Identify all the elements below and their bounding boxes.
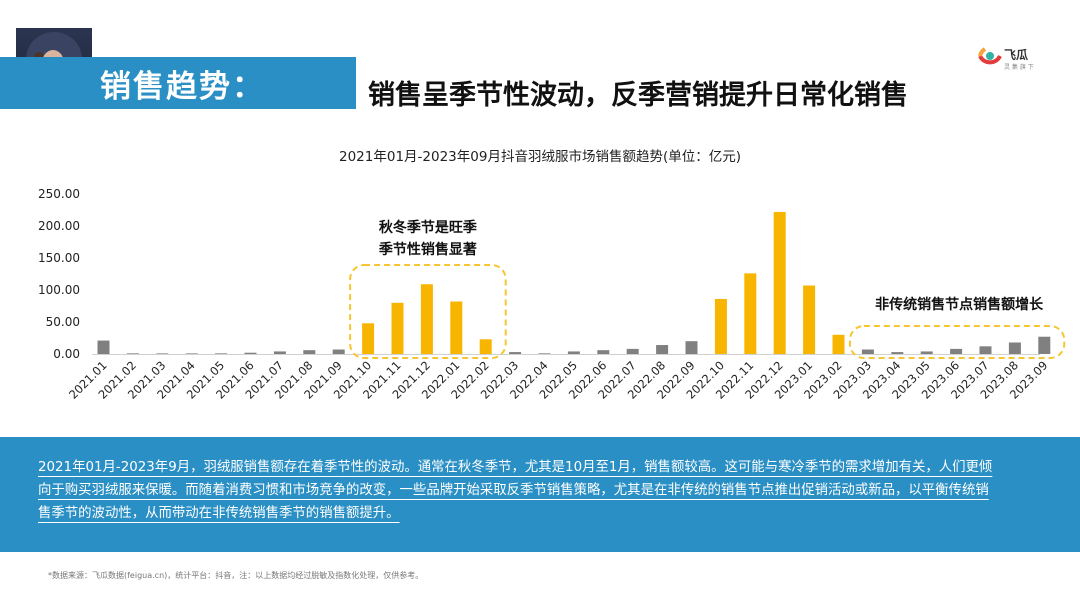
- chart-bar: [97, 340, 110, 354]
- annotation-label: 季节性销售显著: [378, 241, 477, 258]
- chart-bar: [744, 273, 757, 354]
- y-tick-label: 250.00: [38, 187, 80, 201]
- chart-bar: [803, 285, 816, 354]
- chart-bar: [1008, 342, 1021, 354]
- y-tick-label: 200.00: [38, 219, 80, 233]
- chart-bar: [656, 345, 669, 354]
- chart-bar: [861, 349, 874, 354]
- annotation-label: 秋冬季节是旺季: [379, 219, 477, 236]
- chart-bar: [420, 284, 433, 354]
- chart-title: 2021年01月-2023年09月抖音羽绒服市场销售额趋势(单位：亿元): [339, 148, 741, 165]
- chart-bar: [362, 323, 375, 354]
- chart-bar: [185, 353, 198, 354]
- annotation-box: [349, 264, 507, 359]
- chart-bar: [509, 352, 522, 354]
- page-title: 销售呈季节性波动，反季营销提升日常化销售: [368, 79, 908, 111]
- chart-bar: [714, 298, 727, 354]
- chart-bar: [950, 348, 963, 354]
- chart-bar: [450, 301, 463, 354]
- sales-trend-chart: 2021年01月-2023年09月抖音羽绒服市场销售额趋势(单位：亿元) 250.…: [0, 140, 1080, 436]
- chart-bar: [244, 352, 257, 354]
- chart-bar: [626, 348, 639, 354]
- chart-bar: [332, 349, 345, 354]
- chart-bar: [479, 339, 492, 354]
- chart-bar: [567, 351, 580, 354]
- chart-canvas: 2021年01月-2023年09月抖音羽绒服市场销售额趋势(单位：亿元) 250.…: [38, 148, 1066, 402]
- annotation-label: 非传统销售节点销售额增长: [875, 296, 1044, 313]
- chart-bar: [156, 353, 169, 354]
- chart-bar: [979, 346, 992, 354]
- summary-text: 2021年01月-2023年9月，羽绒服销售额存在着季节性的波动。通常在秋冬季节…: [38, 456, 1046, 525]
- chart-bar: [832, 334, 845, 354]
- summary-line: 售季节的波动性，从而带动在非传统销售季节的销售额提升。: [38, 506, 400, 521]
- chart-bar: [303, 350, 316, 354]
- y-tick-label: 50.00: [46, 315, 80, 329]
- chart-bar: [1038, 336, 1051, 354]
- chart-bar: [391, 302, 404, 354]
- chart-bar: [685, 341, 698, 354]
- chart-bar: [273, 351, 286, 354]
- feigua-logo-icon: [978, 47, 1002, 65]
- summary-line: 2021年01月-2023年9月，羽绒服销售额存在着季节性的波动。通常在秋冬季节…: [38, 460, 993, 475]
- chart-bar: [126, 353, 139, 354]
- logo-tagline: 灵 集 旗 下: [1004, 64, 1034, 71]
- summary-band: [0, 437, 1080, 552]
- summary-line: 向于购买羽绒服来保暖。而随着消费习惯和市场竞争的改变，一些品牌开始采取反季节销售…: [38, 483, 989, 498]
- section-label: 销售趋势：: [100, 68, 265, 105]
- header-band: [0, 57, 356, 109]
- logo-name: 飞瓜: [1004, 48, 1029, 62]
- chart-bar: [891, 352, 904, 354]
- y-tick-label: 100.00: [38, 283, 80, 297]
- chart-bar: [597, 350, 610, 354]
- y-tick-label: 0.00: [53, 347, 80, 361]
- source-footnote: *数据来源：飞瓜数据(feigua.cn)，统计平台：抖音，注：以上数据均经过脱…: [48, 571, 424, 580]
- y-tick-label: 150.00: [38, 251, 80, 265]
- chart-bar: [773, 211, 786, 354]
- annotation-box: [848, 325, 1066, 359]
- chart-bar: [920, 351, 933, 354]
- chart-bar: [215, 353, 228, 354]
- chart-bar: [538, 353, 551, 354]
